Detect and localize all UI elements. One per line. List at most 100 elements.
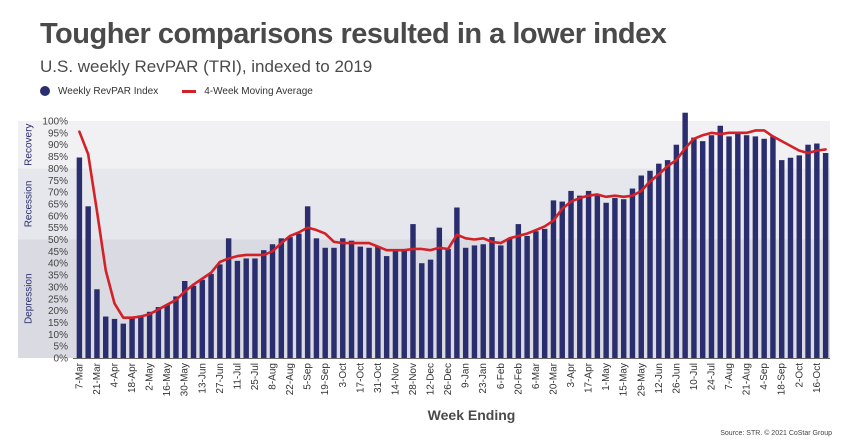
band-recession: [18, 168, 830, 240]
bar: [761, 138, 767, 358]
bar: [489, 237, 495, 358]
bar: [278, 238, 285, 358]
x-tick-label: 24-Jul: [706, 363, 717, 390]
bar: [673, 144, 680, 358]
bar: [304, 206, 311, 358]
bar: [103, 316, 109, 358]
bar: [691, 137, 697, 358]
bar: [375, 246, 381, 358]
y-tick-label: 80%: [48, 164, 68, 175]
bar: [120, 323, 127, 358]
bar: [506, 238, 513, 358]
bar: [392, 250, 399, 358]
bar: [129, 316, 135, 358]
bar: [234, 260, 241, 358]
legend: Weekly RevPAR Index 4-Week Moving Averag…: [40, 83, 337, 99]
bar: [173, 296, 179, 358]
bar: [814, 143, 820, 358]
band-recovery-label: Recovery: [24, 124, 35, 166]
bar: [348, 240, 355, 358]
y-tick-label: 75%: [48, 176, 68, 187]
source-note: Source: STR. © 2021 CoStar Group: [720, 430, 832, 437]
bar: [322, 247, 328, 358]
bar: [778, 160, 785, 358]
bar: [296, 233, 302, 358]
legend-swatch-bars: [40, 86, 50, 96]
bar: [190, 285, 197, 358]
y-tick-label: 85%: [48, 152, 68, 163]
bar: [805, 144, 811, 358]
bar: [436, 227, 443, 358]
bar: [717, 125, 723, 359]
x-tick-label: 20-Mar: [548, 362, 559, 394]
bar: [471, 245, 478, 358]
x-tick-label: 4-Apr: [110, 362, 121, 387]
x-tick-label: 3-Oct: [338, 363, 349, 388]
x-tick-label: 20-Feb: [513, 363, 524, 395]
bar: [357, 246, 364, 358]
bar: [419, 263, 425, 358]
x-tick-label: 19-Sep: [320, 363, 331, 396]
y-tick-label: 90%: [48, 140, 68, 151]
bar: [199, 279, 206, 358]
bar: [524, 235, 530, 358]
x-tick-label: 21-Mar: [92, 362, 103, 394]
bar: [638, 175, 644, 358]
bar: [559, 201, 565, 358]
bar: [454, 207, 460, 358]
x-tick-label: 22-Aug: [285, 363, 296, 395]
x-tick-label: 1-May: [601, 363, 612, 391]
x-axis-title: Week Ending: [428, 407, 516, 423]
bar: [261, 250, 267, 358]
bar: [111, 318, 118, 358]
y-tick-label: 25%: [48, 294, 68, 305]
y-tick-label: 0%: [54, 354, 69, 365]
bar: [445, 248, 451, 358]
bar: [822, 152, 829, 358]
bar: [735, 131, 741, 358]
x-tick-label: 29-May: [636, 363, 647, 396]
band-depression-label: Depression: [24, 273, 35, 324]
bar: [155, 307, 162, 358]
bar: [383, 256, 390, 358]
bar: [427, 259, 434, 358]
x-tick-label: 6-Feb: [496, 363, 507, 390]
bar: [568, 190, 574, 358]
legend-item-line: 4-Week Moving Average: [182, 86, 313, 97]
x-tick-label: 9-Jan: [461, 363, 472, 388]
bar: [664, 160, 671, 358]
bar: [331, 247, 337, 358]
bar: [787, 157, 794, 358]
bar: [743, 135, 750, 358]
x-tick-label: 31-Oct: [373, 363, 384, 393]
bar: [594, 194, 601, 358]
bar: [410, 224, 416, 358]
x-tick-label: 5-Sep: [303, 363, 314, 390]
bar: [708, 135, 715, 358]
bar: [620, 199, 627, 358]
bar: [585, 190, 592, 358]
x-tick-label: 17-Apr: [584, 362, 595, 393]
x-tick-label: 30-May: [180, 363, 191, 396]
bar: [462, 247, 469, 358]
x-tick-label: 2-Oct: [794, 363, 805, 388]
y-tick-label: 65%: [48, 199, 68, 210]
bar: [541, 228, 548, 358]
bar: [85, 206, 91, 358]
x-tick-label: 15-May: [619, 363, 630, 396]
bar: [533, 231, 539, 358]
x-tick-label: 10-Jul: [689, 363, 700, 390]
bar: [550, 200, 557, 358]
bar: [577, 195, 583, 358]
moving-average-line: [78, 129, 827, 320]
bar: [770, 136, 776, 358]
bar: [287, 237, 293, 358]
x-tick-label: 18-Sep: [777, 363, 788, 396]
bar: [138, 315, 144, 358]
x-tick-label: 3-Apr: [566, 362, 577, 387]
bar: [647, 170, 653, 358]
legend-label-bars: Weekly RevPAR Index: [58, 85, 159, 97]
bar: [94, 289, 100, 358]
legend-label-line: 4-Week Moving Average: [204, 85, 313, 97]
x-tick-label: 26-Jun: [671, 363, 682, 394]
